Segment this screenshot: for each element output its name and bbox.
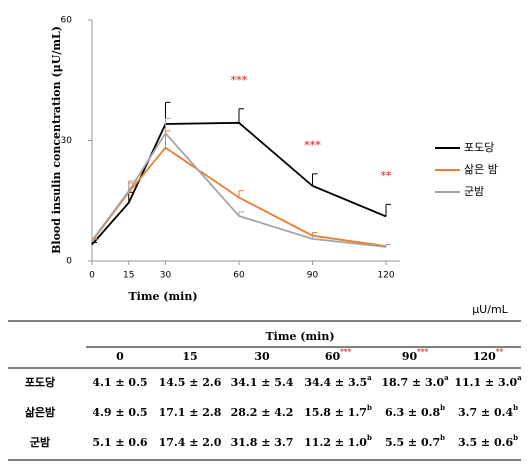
cell-text: 5.5 ± 0.7	[385, 436, 440, 449]
error-bar	[91, 242, 97, 245]
table-cell: 6.3 ± 0.8b	[385, 403, 445, 419]
table-cell: 11.1 ± 3.0a	[454, 373, 522, 389]
cell-sup: b	[367, 433, 372, 442]
legend-label: 포도당	[464, 141, 494, 154]
cell-text: 18.7 ± 3.0	[381, 376, 444, 389]
table-cell: 34.1 ± 5.4	[231, 376, 294, 389]
cell-text: 60	[325, 350, 341, 363]
cell-text: 34.1 ± 5.4	[231, 376, 294, 389]
y-tick-label: 0	[66, 257, 72, 267]
table-cell: 120**	[473, 347, 504, 363]
cell-text: 5.1 ± 0.6	[92, 436, 147, 449]
y-axis-label: Blood insulin concentration (μU/mL)	[50, 26, 63, 254]
table-cell: 0	[116, 350, 124, 363]
significance-annotation: ***	[231, 74, 248, 87]
table-cell: 3.5 ± 0.6b	[458, 433, 518, 449]
cell-text: 31.8 ± 3.7	[231, 436, 294, 449]
cell-text: 3.5 ± 0.6	[458, 436, 513, 449]
series-line	[91, 121, 387, 246]
cell-sup: **	[496, 347, 504, 356]
row-label: 군밤	[30, 435, 50, 449]
table-cell: 14.5 ± 2.6	[159, 376, 222, 389]
table-group-header: Time (min)	[265, 330, 334, 343]
cell-text: 15.8 ± 1.7	[304, 406, 367, 419]
error-bar	[238, 211, 244, 217]
x-tick-label: 15	[123, 271, 134, 281]
row-label: 포도당	[25, 375, 55, 389]
legend-label: 군밤	[464, 185, 484, 198]
table-cell: 15.8 ± 1.7b	[304, 403, 372, 419]
y-tick-label: 30	[61, 136, 73, 146]
cell-sup: b	[440, 433, 445, 442]
cell-text: 15	[182, 350, 197, 363]
cell-sup: b	[440, 403, 445, 412]
x-tick-label: 120	[377, 271, 394, 281]
cell-text: 28.2 ± 4.2	[231, 406, 294, 419]
error-bar	[238, 190, 244, 198]
table-cell: 5.5 ± 0.7b	[385, 433, 445, 449]
cell-text: 4.1 ± 0.5	[92, 376, 147, 389]
table-cell: 4.9 ± 0.5	[92, 406, 147, 419]
error-bar	[165, 101, 171, 125]
cell-text: 11.2 ± 1.0	[304, 436, 367, 449]
cell-text: 14.5 ± 2.6	[159, 376, 222, 389]
cell-sup: a	[444, 373, 449, 382]
error-bar	[128, 182, 134, 192]
cell-text: 11.1 ± 3.0	[454, 376, 517, 389]
series-line	[91, 131, 387, 248]
error-bar	[91, 237, 97, 241]
row-label: 삶은밤	[25, 405, 55, 419]
table-cell: 18.7 ± 3.0a	[381, 373, 449, 389]
error-bar	[165, 117, 171, 134]
x-axis-label: Time (min)	[128, 290, 197, 303]
error-bar	[312, 173, 318, 186]
cell-sup: b	[513, 403, 518, 412]
table-cell: 60***	[325, 347, 352, 363]
significance-annotation: ***	[304, 139, 321, 152]
cell-text: 3.7 ± 0.4	[458, 406, 513, 419]
cell-text: 6.3 ± 0.8	[385, 406, 440, 419]
table-cell: 90***	[402, 347, 429, 363]
error-bar	[312, 235, 318, 239]
table-cell: 5.1 ± 0.6	[92, 436, 147, 449]
table-unit: μU/mL	[472, 303, 508, 316]
cell-text: 30	[254, 350, 270, 363]
cell-sup: ***	[417, 347, 428, 356]
table-cell: 11.2 ± 1.0b	[304, 433, 372, 449]
table-cell: 17.1 ± 2.8	[159, 406, 222, 419]
cell-sup: b	[367, 403, 372, 412]
cell-sup: ***	[340, 347, 351, 356]
error-bar	[312, 231, 318, 236]
cell-sup: a	[367, 373, 372, 382]
x-tick-label: 0	[89, 271, 95, 281]
y-tick-label: 60	[61, 16, 73, 26]
x-tick-label: 90	[307, 271, 319, 281]
cell-text: 0	[116, 350, 124, 363]
cell-text: 4.9 ± 0.5	[92, 406, 147, 419]
table-cell: 17.4 ± 2.0	[159, 436, 222, 449]
cell-text: 90	[402, 350, 418, 363]
table-cell: 3.7 ± 0.4b	[458, 403, 518, 419]
cell-text: 34.4 ± 3.5	[304, 376, 367, 389]
table-cell: 31.8 ± 3.7	[231, 436, 294, 449]
cell-text: 120	[473, 350, 496, 363]
cell-text: 17.4 ± 2.0	[159, 436, 222, 449]
table-cell: 28.2 ± 4.2	[231, 406, 294, 419]
error-bar	[385, 244, 391, 247]
x-tick-label: 60	[233, 271, 245, 281]
table-cell: 4.1 ± 0.5	[92, 376, 147, 389]
significance-annotation: **	[381, 169, 393, 182]
cell-sup: b	[513, 433, 518, 442]
error-bar	[385, 203, 391, 217]
cell-text: 17.1 ± 2.8	[159, 406, 222, 419]
table-cell: 34.4 ± 3.5a	[304, 373, 372, 389]
x-tick-label: 30	[160, 271, 172, 281]
error-bar	[238, 108, 244, 123]
table-cell: 15	[182, 350, 197, 363]
legend-label: 삶은 밤	[464, 163, 498, 176]
cell-sup: a	[517, 373, 522, 382]
table-cell: 30	[254, 350, 270, 363]
